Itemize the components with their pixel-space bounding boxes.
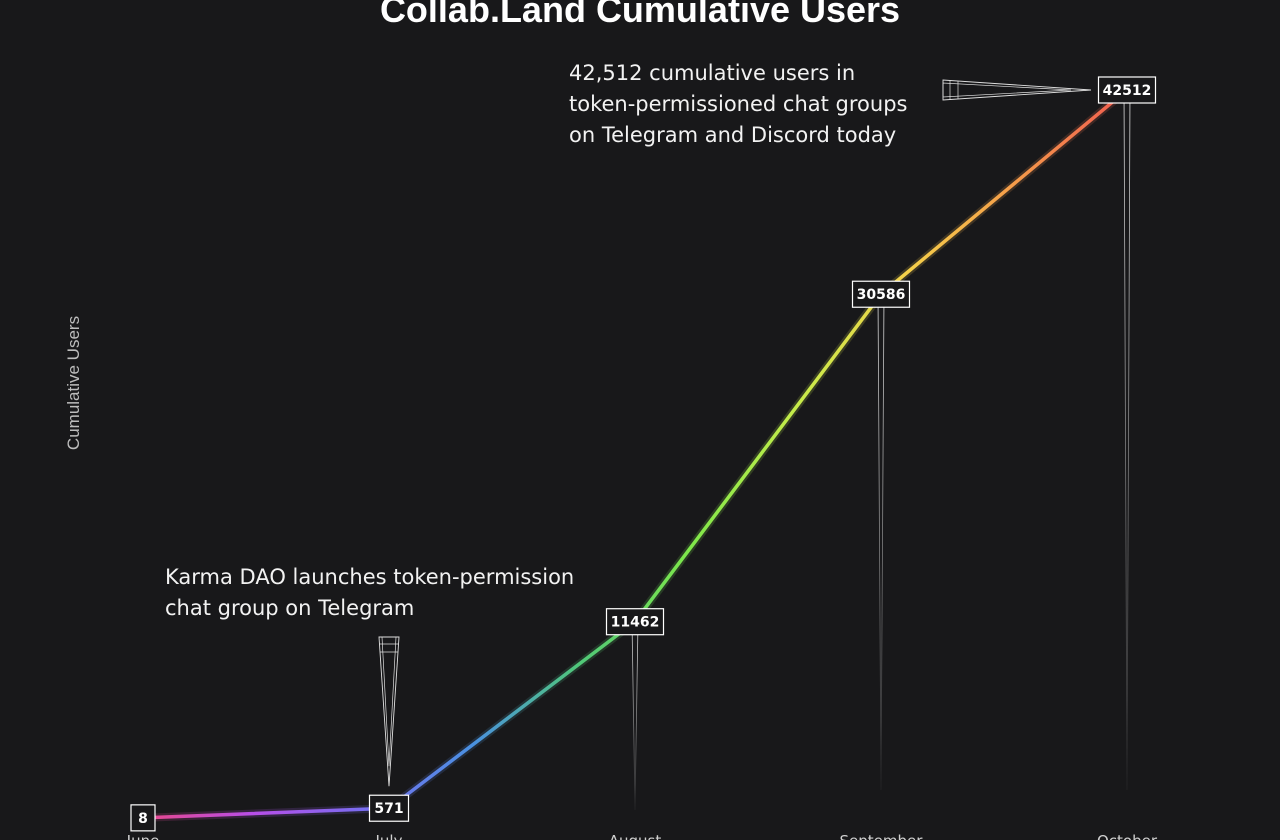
data-label-text: 11462 <box>611 615 660 631</box>
data-label-september: 30586 <box>851 280 911 308</box>
x-tick-june: June <box>126 832 160 840</box>
x-tick-october: October <box>1097 832 1158 840</box>
data-label-box <box>851 280 911 308</box>
pointer-october <box>942 79 1092 101</box>
annotation-cumulative-today-line-3: on Telegram and Discord today <box>569 123 896 147</box>
annotation-karma-dao-line-1: Karma DAO launches token-permission <box>165 565 574 589</box>
data-label-october: 42512 <box>1097 76 1157 104</box>
data-label-text: 571 <box>374 801 403 817</box>
data-label-text: 8 <box>138 811 148 827</box>
series-line-path <box>141 88 1129 820</box>
data-label-box <box>368 794 410 822</box>
series-line <box>139 86 1131 822</box>
data-label-box <box>1097 76 1157 104</box>
data-label-box <box>605 608 665 636</box>
annotation-cumulative-today: 42,512 cumulative users in token-permiss… <box>569 61 907 147</box>
x-tick-september: September <box>840 832 924 840</box>
data-label-text: 42512 <box>1103 83 1152 99</box>
drop-line-august <box>631 621 639 811</box>
chart-title: Collab.Land Cumulative Users <box>380 0 900 30</box>
x-axis-ticks: June July August September October <box>126 832 1158 840</box>
drop-lines <box>631 89 1131 811</box>
annotation-karma-dao: Karma DAO launches token-permission chat… <box>165 565 574 620</box>
data-label-box <box>130 804 156 832</box>
data-label-text: 30586 <box>857 287 906 303</box>
annotation-karma-dao-line-2: chat group on Telegram <box>165 596 414 620</box>
annotation-cumulative-today-line-1: 42,512 cumulative users in <box>569 61 855 85</box>
drop-line-september <box>877 293 885 791</box>
series-line-glow <box>139 86 1131 822</box>
data-label-august: 11462 <box>605 608 665 636</box>
annotation-pointers <box>378 79 1092 787</box>
data-label-june: 8 <box>130 804 156 832</box>
annotation-cumulative-today-line-2: token-permissioned chat groups <box>569 92 907 116</box>
y-axis-label: Cumulative Users <box>64 316 83 450</box>
pointer-july <box>378 636 400 787</box>
data-labels: 8 571 11462 30586 42512 <box>130 76 1157 832</box>
data-label-july: 571 <box>368 794 410 822</box>
x-tick-july: July <box>375 832 403 840</box>
x-tick-august: August <box>609 832 662 840</box>
drop-line-october <box>1123 89 1131 791</box>
